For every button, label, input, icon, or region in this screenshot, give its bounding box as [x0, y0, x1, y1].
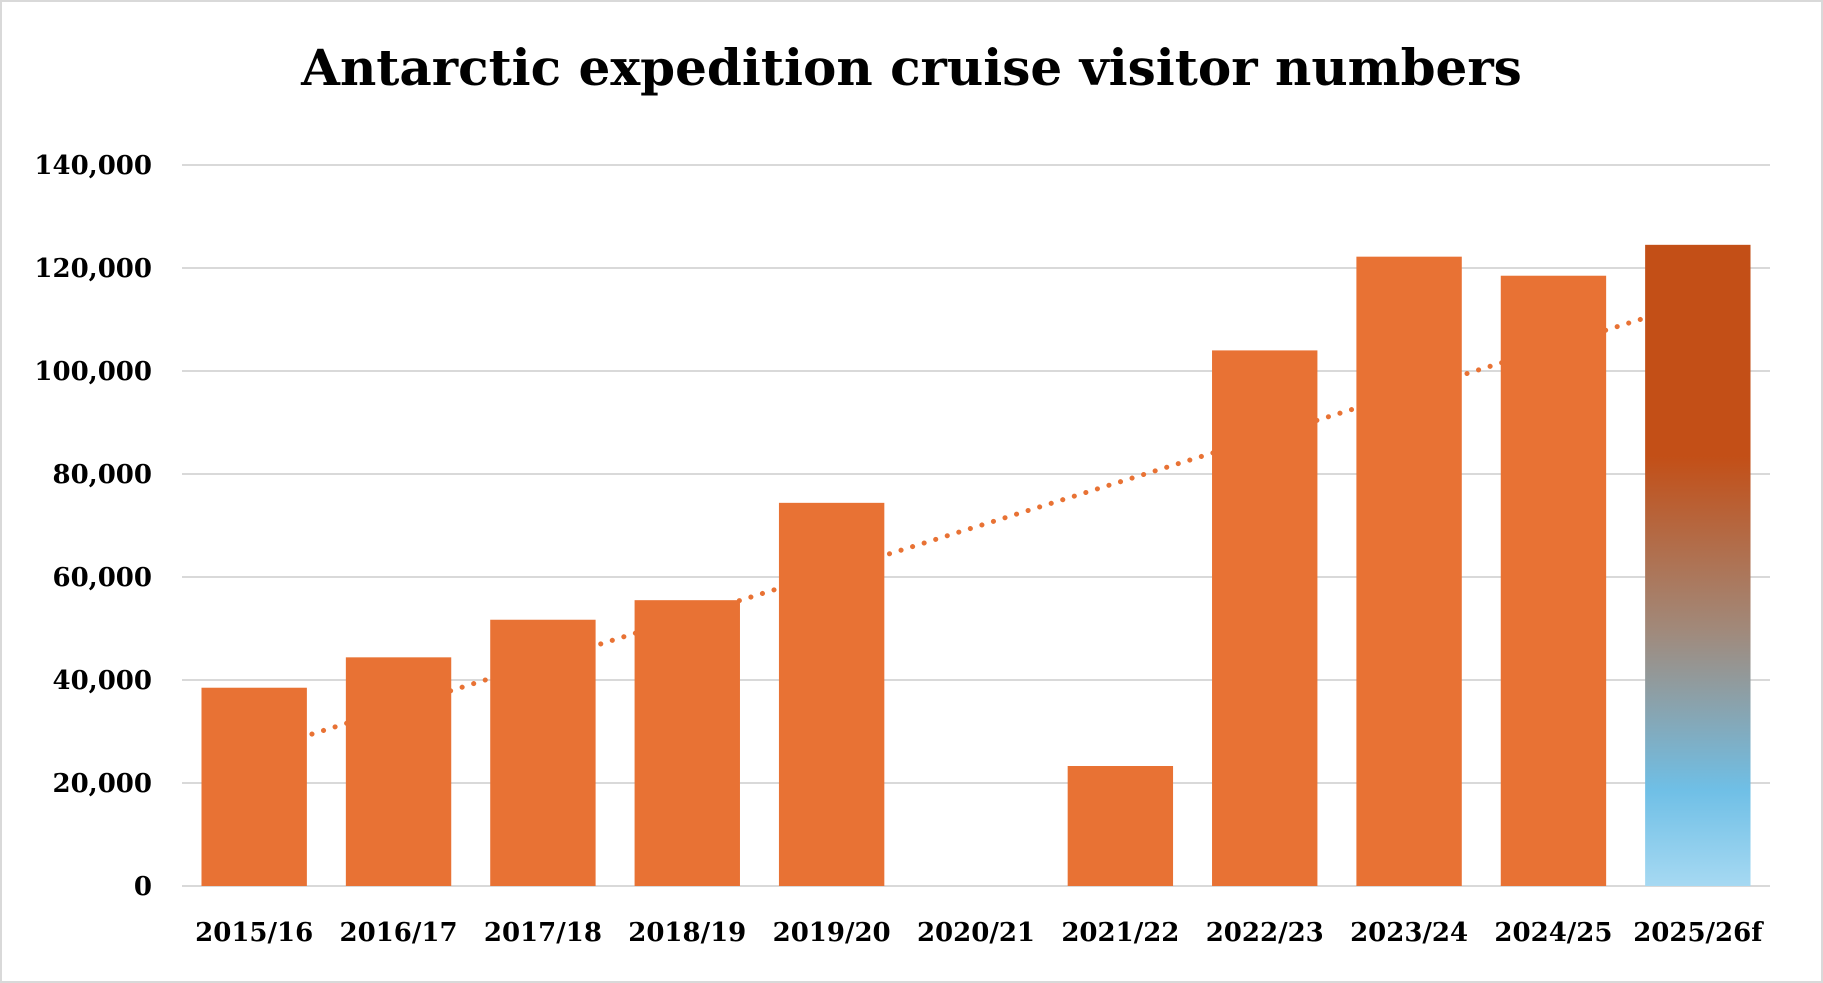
y-tick-label: 20,000	[52, 769, 152, 799]
bar	[490, 619, 596, 886]
y-tick-label: 140,000	[34, 151, 152, 181]
x-tick-label: 2016/17	[340, 918, 458, 948]
chart-title: Antarctic expedition cruise visitor numb…	[301, 38, 1522, 97]
bar	[1356, 256, 1462, 886]
y-tick-label: 40,000	[52, 666, 152, 696]
y-tick-label: 120,000	[34, 254, 152, 284]
bar	[1067, 766, 1174, 886]
x-tick-label: 2023/24	[1350, 918, 1468, 948]
x-tick-label: 2019/20	[773, 918, 891, 948]
x-tick-label: 2017/18	[484, 918, 602, 948]
x-tick-label: 2018/19	[628, 918, 746, 948]
trendline-line	[251, 298, 1701, 755]
bar-forecast	[1645, 244, 1751, 886]
trendline	[251, 298, 1701, 755]
x-tick-label: 2025/26f	[1633, 918, 1764, 948]
bar	[778, 502, 885, 886]
x-tick-label: 2022/23	[1206, 918, 1324, 948]
bar	[634, 600, 740, 886]
x-axis: 2015/16 2016/17 2017/18 2018/19 2019/20 2020/…	[195, 918, 1764, 948]
y-tick-label: 80,000	[52, 460, 152, 490]
bar	[201, 687, 307, 886]
x-tick-label: 2021/22	[1061, 918, 1179, 948]
y-tick-label: 0	[134, 872, 152, 902]
x-tick-label: 2020/21	[917, 918, 1035, 948]
bar	[1500, 275, 1607, 887]
y-axis: 0 20,000 40,000 60,000 80,000 100,000 120,000 1…	[34, 151, 152, 902]
y-tick-label: 100,000	[34, 357, 152, 387]
bar	[345, 657, 452, 886]
bar	[1212, 350, 1318, 886]
y-tick-label: 60,000	[52, 563, 152, 593]
x-tick-label: 2024/25	[1494, 918, 1612, 948]
bars	[201, 244, 1751, 887]
x-tick-label: 2015/16	[195, 918, 313, 948]
